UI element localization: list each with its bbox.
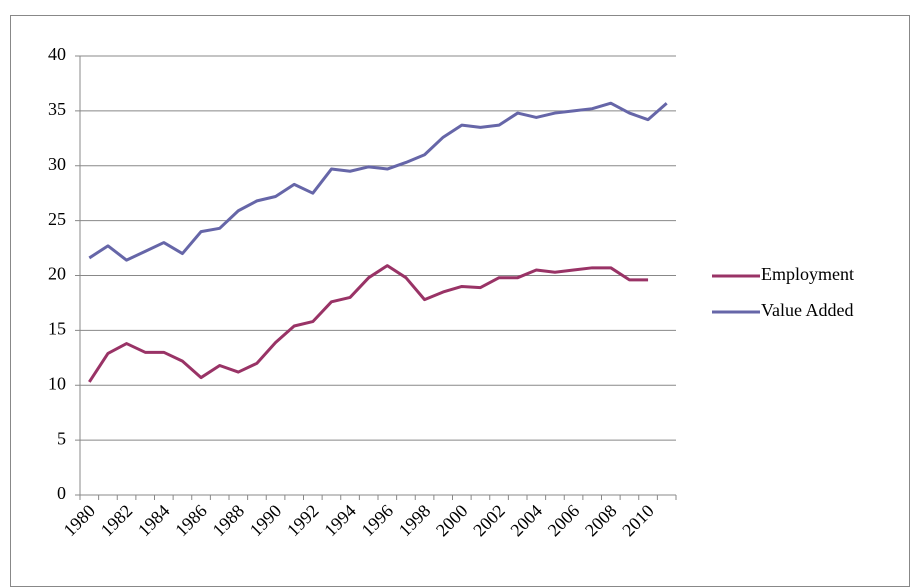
data-line bbox=[88, 264, 649, 383]
y-tick-label: 5 bbox=[57, 428, 66, 448]
y-tick-label: 15 bbox=[48, 319, 66, 339]
y-tick-label: 30 bbox=[48, 154, 66, 174]
y-tick-label: 40 bbox=[48, 44, 66, 64]
y-tick-label: 20 bbox=[48, 264, 66, 284]
data-line bbox=[88, 101, 668, 262]
y-tick-label: 25 bbox=[48, 209, 66, 229]
legend-label: Value Added bbox=[761, 300, 853, 320]
y-tick-label: 0 bbox=[57, 483, 66, 503]
legend-label: Employment bbox=[761, 264, 854, 284]
y-tick-label: 10 bbox=[48, 373, 66, 393]
y-tick-label: 35 bbox=[48, 99, 66, 119]
